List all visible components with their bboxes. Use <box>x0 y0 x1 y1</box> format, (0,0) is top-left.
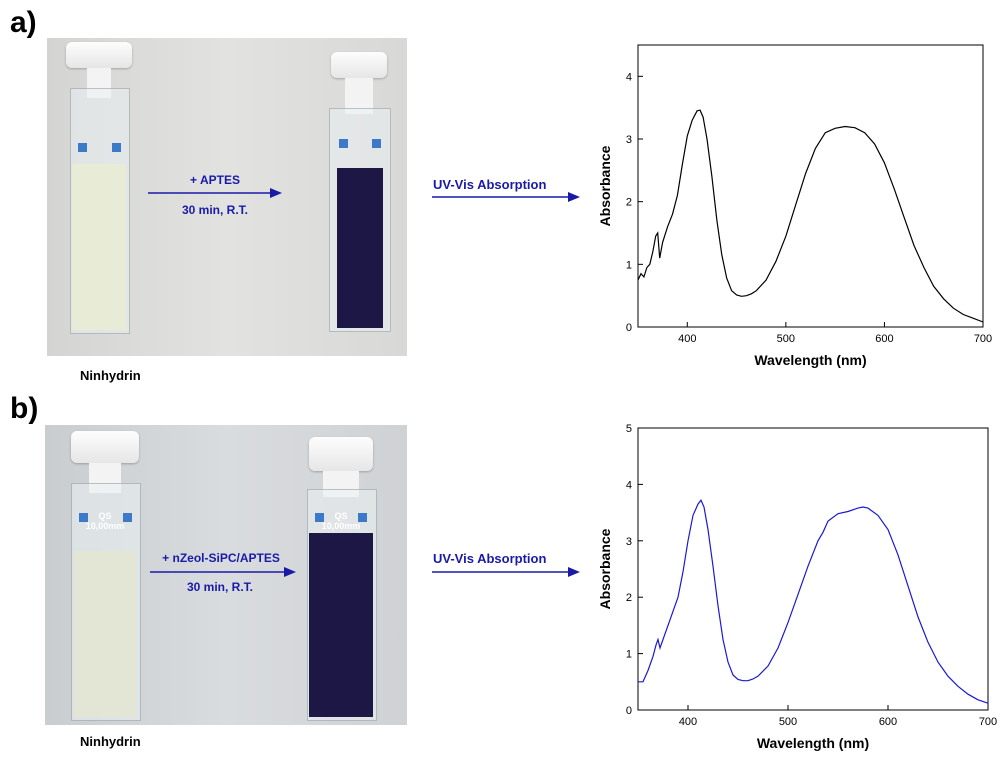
cuvette-mark-right <box>123 513 132 522</box>
y-tick-label: 3 <box>626 536 632 548</box>
cuvette-qs-label: QS 10,00mm <box>85 511 125 531</box>
cuvette-mark-right <box>358 513 367 522</box>
photo-a <box>47 38 407 356</box>
cuvette-liquid <box>337 168 383 328</box>
cuvette-after-b: QS 10,00mm <box>303 437 379 723</box>
cuvette-mark-left <box>78 143 87 152</box>
y-axis-label: Absorbance <box>597 528 613 609</box>
caption-a: Ninhydrin <box>80 368 141 383</box>
cuvette-mark-left <box>79 513 88 522</box>
y-tick-label: 4 <box>626 71 632 83</box>
absorbance-series-line <box>638 499 989 704</box>
y-tick-label: 1 <box>626 259 632 271</box>
x-tick-label: 500 <box>777 333 795 345</box>
x-axis-label: Wavelength (nm) <box>754 352 866 368</box>
x-tick-label: 400 <box>679 716 697 728</box>
reaction-arrow-b <box>150 567 296 577</box>
photo-b: QS 10,00mm QS 10,00mm <box>45 425 407 725</box>
y-tick-label: 0 <box>626 322 632 334</box>
y-axis-label: Absorbance <box>597 145 613 226</box>
y-tick-label: 2 <box>626 592 632 604</box>
x-tick-label: 600 <box>879 716 897 728</box>
uv-arrow-a <box>432 192 580 202</box>
reaction-line1-b: + nZeol-SiPC/APTES <box>162 551 280 565</box>
x-axis-label: Wavelength (nm) <box>757 735 869 751</box>
reaction-line2-a: 30 min, R.T. <box>181 203 249 217</box>
x-tick-label: 700 <box>974 333 992 345</box>
cuvette-cap <box>71 431 139 463</box>
uv-vis-chart-a: 400 500 600 700 0 1 2 3 4 Wavelength (nm) Absorban… <box>597 44 992 368</box>
y-tick-label: 3 <box>626 134 632 146</box>
x-tick-label: 500 <box>779 716 797 728</box>
y-tick-label: 0 <box>626 705 632 717</box>
panel-label-a: a) <box>10 6 37 39</box>
uv-label-a: UV-Vis Absorption <box>433 177 547 192</box>
caption-b: Ninhydrin <box>80 734 141 749</box>
panel-label-b: b) <box>10 392 39 425</box>
cuvette-before-b: QS 10,00mm <box>65 431 145 723</box>
cuvette-before-a <box>62 42 137 342</box>
absorbance-series-line <box>637 109 984 323</box>
y-tick-label: 5 <box>626 423 632 435</box>
uv-label-b: UV-Vis Absorption <box>433 551 547 566</box>
cuvette-cap <box>66 42 132 68</box>
x-tick-label: 700 <box>979 716 997 728</box>
x-tick-label: 600 <box>875 333 893 345</box>
cuvette-mark-right <box>112 143 121 152</box>
cuvette-liquid <box>309 533 373 717</box>
cuvette-liquid <box>74 551 136 717</box>
plot-frame <box>637 44 984 328</box>
reaction-arrow-a <box>148 188 282 198</box>
uv-arrow-b <box>432 567 580 577</box>
cuvette-mark-right <box>372 139 381 148</box>
plot-frame <box>637 427 989 711</box>
uv-vis-chart-b: 400 500 600 700 0 1 2 3 4 5 Wavelength (nm) Absorba… <box>597 423 997 751</box>
cuvette-liquid <box>72 164 126 330</box>
y-tick-label: 1 <box>626 649 632 661</box>
cuvette-mark-left <box>339 139 348 148</box>
y-tick-label: 4 <box>626 479 632 491</box>
cuvette-cap <box>309 437 373 471</box>
reaction-line2-b: 30 min, R.T. <box>186 580 254 594</box>
cuvette-mark-left <box>315 513 324 522</box>
y-tick-label: 2 <box>626 197 632 209</box>
cuvette-after-a <box>325 52 395 342</box>
cuvette-qs-label: QS 10,00mm <box>321 511 361 531</box>
cuvette-cap <box>331 52 387 78</box>
x-tick-label: 400 <box>678 333 696 345</box>
reaction-line1-a: + APTES <box>190 173 240 187</box>
